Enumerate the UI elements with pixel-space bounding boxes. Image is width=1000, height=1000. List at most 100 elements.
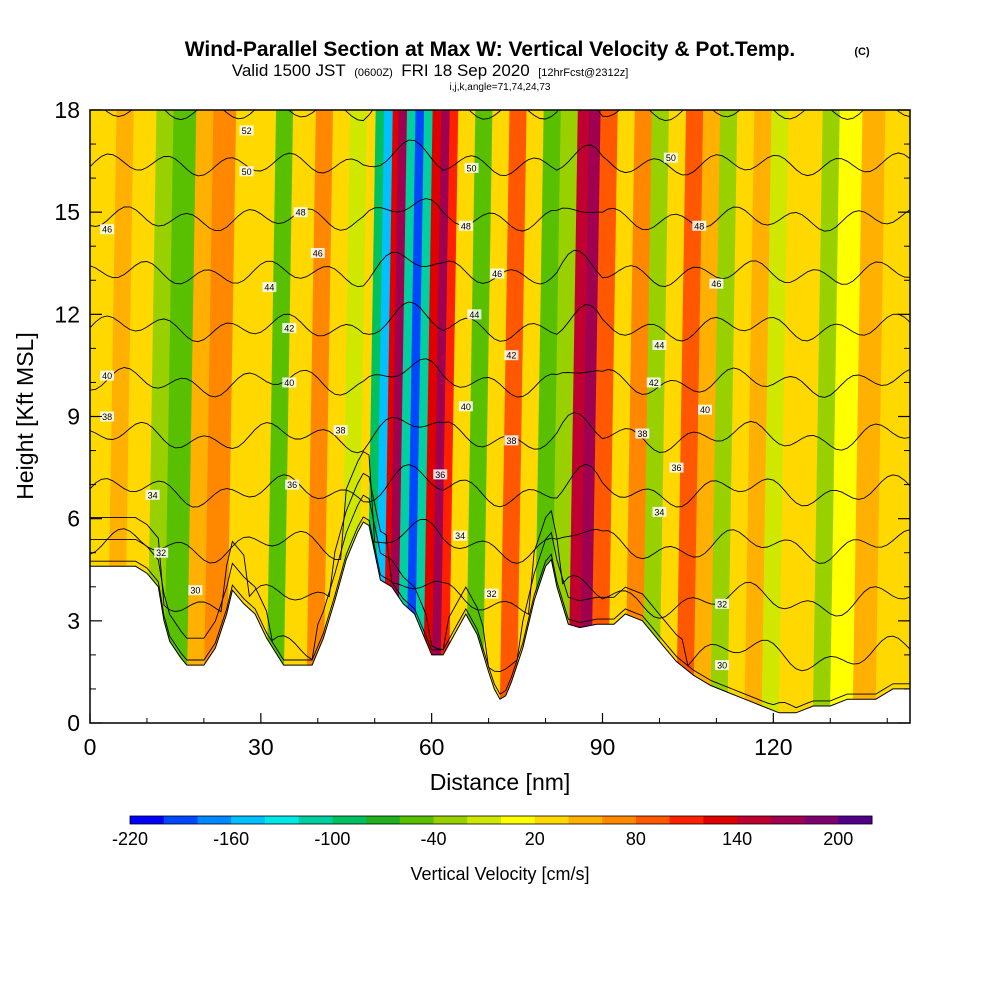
velocity-band — [322, 110, 352, 723]
velocity-band — [516, 110, 545, 723]
velocity-band — [641, 110, 670, 723]
colorbar-swatch — [130, 816, 165, 824]
contour-label-bg — [692, 220, 707, 231]
contour-label-bg — [458, 220, 473, 231]
y-axis-title: Height [Kft MSL] — [12, 332, 38, 499]
isotherm-line — [90, 358, 910, 398]
contour-label: 46 — [711, 279, 721, 289]
x-tick-label: 120 — [754, 734, 792, 760]
velocity-band — [829, 110, 864, 723]
velocity-band — [186, 110, 215, 723]
velocity-band — [243, 110, 278, 723]
velocity-band — [388, 110, 409, 723]
contour-label-bg — [293, 207, 308, 218]
contour-label-bg — [504, 435, 519, 446]
contour-label-bg — [635, 428, 650, 439]
velocity-band — [533, 110, 562, 723]
contour-label-bg — [285, 479, 300, 490]
x-tick-label: 0 — [84, 734, 97, 760]
contour-label-bg — [100, 411, 115, 422]
contour-label: 36 — [672, 463, 682, 473]
colorbar-label: -220 — [112, 829, 148, 849]
colorbar-swatch — [501, 816, 536, 824]
contour-label-bg — [715, 660, 730, 671]
contour-label-bg — [453, 530, 468, 541]
colorbar-swatch — [703, 816, 738, 824]
contour-label-bg — [188, 585, 203, 596]
velocity-band — [852, 110, 887, 723]
contour-label-bg — [145, 489, 160, 500]
colorbar-swatch — [804, 816, 839, 824]
contour-label-bg — [652, 339, 667, 350]
contour-label: 46 — [313, 249, 323, 259]
contour-label: 32 — [486, 589, 496, 599]
colorbar-swatch — [635, 816, 671, 824]
chart-title: Wind-Parallel Section at Max W: Vertical… — [185, 38, 796, 61]
velocity-band — [550, 110, 579, 723]
contour-label: 48 — [694, 221, 704, 231]
contour-label: 38 — [506, 436, 516, 446]
contour-label-bg — [715, 598, 730, 609]
velocity-band — [146, 110, 175, 723]
contour-label: 42 — [284, 323, 294, 333]
velocity-band — [499, 110, 528, 723]
contour-label: 46 — [102, 225, 112, 235]
y-tick-label: 3 — [67, 608, 80, 634]
colorbar-label: 200 — [823, 829, 853, 849]
colorbar-label: -160 — [213, 829, 249, 849]
contour-label: 38 — [637, 429, 647, 439]
velocity-band — [607, 110, 636, 723]
contour-label: 32 — [717, 599, 727, 609]
y-tick-label: 12 — [54, 301, 80, 327]
colorbar-label: 20 — [525, 829, 545, 849]
isotherm-line — [90, 412, 910, 454]
colorbar-swatch — [163, 816, 198, 824]
velocity-band — [163, 110, 198, 723]
velocity-band — [439, 110, 460, 723]
contour-label-bg — [458, 401, 473, 412]
contour-label-bg — [282, 377, 297, 388]
contour-label: 36 — [287, 480, 297, 490]
chart-subtitle: Valid 1500 JST (0600Z) FRI 18 Sep 2020 [… — [232, 61, 629, 80]
colorbar-frame — [129, 815, 873, 825]
colorbar-swatch — [399, 816, 435, 824]
velocity-band — [693, 110, 722, 723]
x-axis-title: Distance [nm] — [430, 769, 571, 795]
colorbar-swatch — [264, 816, 300, 824]
x-tick-label: 90 — [590, 734, 616, 760]
colorbar-swatch — [467, 816, 502, 824]
terrain-profile — [89, 521, 911, 724]
contour-label: 50 — [467, 163, 477, 173]
contour-label-bg — [100, 224, 115, 235]
colorbar-swatch — [231, 816, 266, 824]
contour-label: 42 — [506, 351, 516, 361]
contour-label: 44 — [469, 310, 479, 320]
isotherm-line — [90, 139, 910, 177]
contour-label: 34 — [455, 531, 465, 541]
contour-label-bg — [709, 278, 724, 289]
velocity-band — [744, 110, 773, 723]
contour-label-bg — [154, 547, 169, 558]
contour-label-bg — [663, 152, 678, 163]
velocity-band — [448, 110, 477, 723]
isotherm-line — [90, 494, 910, 673]
x-tick-label: 30 — [248, 734, 274, 760]
velocity-band — [382, 110, 400, 723]
y-tick-label: 9 — [67, 404, 80, 430]
y-tick-label: 6 — [67, 506, 80, 532]
contour-label-bg — [333, 425, 348, 436]
contour-label-bg — [490, 268, 505, 279]
contour-label: 40 — [700, 405, 710, 415]
colorbar-swatch — [838, 816, 873, 824]
chart-title-suffix: (C) — [854, 46, 870, 58]
contour-label: 42 — [649, 378, 659, 388]
velocity-band — [305, 110, 334, 723]
velocity-band — [203, 110, 238, 723]
contour-label-bg — [239, 125, 254, 136]
contour-label-bg — [652, 506, 667, 517]
velocity-band — [266, 110, 295, 723]
contour-label: 50 — [666, 153, 676, 163]
colorbar-swatch — [298, 816, 333, 824]
